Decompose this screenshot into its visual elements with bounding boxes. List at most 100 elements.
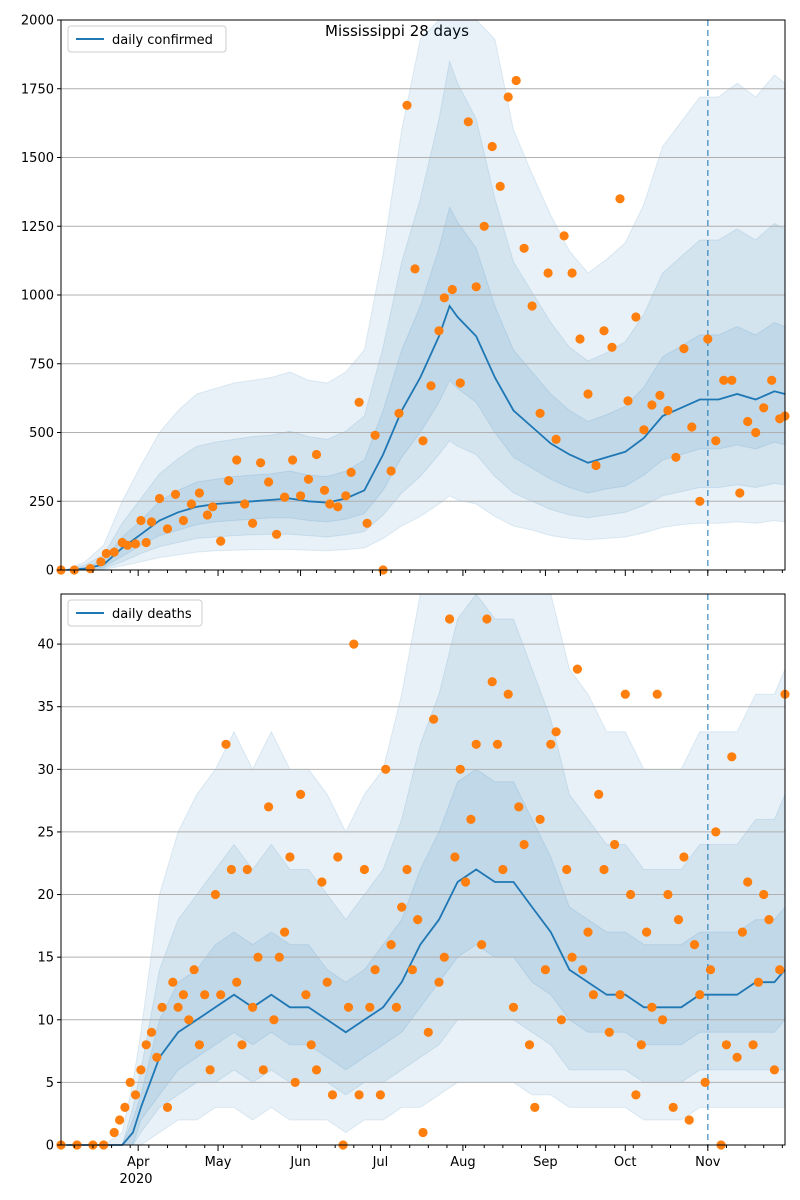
- deaths-data-point: [594, 789, 604, 800]
- confirmed-data-point: [695, 496, 705, 506]
- confirmed-data-point: [535, 408, 545, 418]
- deaths-data-point: [274, 952, 284, 962]
- confirmed-data-point: [141, 537, 151, 548]
- deaths-points: [56, 614, 790, 1150]
- deaths-data-point: [514, 802, 524, 812]
- deaths-data-point: [445, 614, 455, 624]
- confirmed-data-point: [386, 466, 396, 476]
- confirmed-y-tick-label: 2000: [21, 14, 54, 29]
- deaths-bands: [66, 593, 786, 1146]
- deaths-data-point: [386, 940, 396, 950]
- deaths-data-point: [381, 764, 391, 774]
- deaths-data-point: [578, 965, 588, 975]
- deaths-data-point: [418, 1127, 428, 1138]
- confirmed-data-point: [178, 515, 188, 526]
- confirmed-data-point: [311, 449, 322, 460]
- confirmed-points: [56, 75, 790, 575]
- confirmed-data-point: [136, 515, 146, 526]
- deaths-data-point: [413, 915, 423, 925]
- deaths-data-point: [317, 877, 327, 887]
- deaths-data-point: [109, 1127, 119, 1138]
- deaths-data-point: [721, 1040, 732, 1050]
- deaths-data-point: [604, 1027, 614, 1037]
- deaths-x-axis: Apr May Jun Jul Aug Sep Oct Nov: [73, 1145, 783, 1170]
- deaths-data-point: [264, 802, 274, 812]
- confirmed-data-point: [495, 181, 505, 191]
- confirmed-data-point: [248, 518, 258, 528]
- confirmed-data-point: [767, 375, 777, 385]
- confirmed-data-point: [511, 75, 521, 86]
- confirmed-data-point: [455, 378, 465, 388]
- confirmed-data-point: [607, 342, 617, 352]
- deaths-y-tick-label: 5: [46, 1076, 54, 1091]
- confirmed-data-point: [671, 452, 681, 462]
- confirmed-data-point: [647, 400, 657, 410]
- deaths-data-point: [146, 1027, 157, 1037]
- deaths-data-point: [471, 739, 481, 749]
- deaths-data-point: [764, 915, 774, 925]
- deaths-data-point: [540, 965, 551, 975]
- confirmed-data-point: [202, 510, 212, 520]
- deaths-y-tick-label: 0: [46, 1139, 54, 1154]
- deaths-data-point: [423, 1027, 433, 1037]
- confirmed-plot-frame: [60, 19, 786, 571]
- deaths-y-tick-label: 30: [37, 763, 54, 778]
- deaths-data-point: [743, 877, 753, 887]
- deaths-data-point: [253, 952, 263, 962]
- confirmed-data-point: [303, 474, 314, 484]
- deaths-data-point: [610, 839, 620, 850]
- confirmed-data-point: [655, 390, 665, 400]
- confirmed-data-point: [703, 334, 713, 344]
- deaths-data-point: [572, 664, 583, 674]
- deaths-data-point: [280, 927, 290, 937]
- confirmed-legend-label: daily confirmed: [112, 33, 213, 48]
- deaths-data-point: [620, 689, 630, 699]
- deaths-data-point: [216, 990, 226, 1000]
- deaths-data-point: [237, 1040, 247, 1050]
- confirmed-data-point: [663, 405, 673, 416]
- confirmed-data-point: [130, 539, 141, 549]
- deaths-data-point: [120, 1102, 130, 1112]
- confirmed-data-point: [719, 375, 729, 385]
- deaths-data-point: [455, 764, 465, 774]
- x-tick-label-nov: Nov: [695, 1155, 721, 1170]
- confirmed-data-point: [325, 499, 335, 509]
- deaths-data-point: [700, 1077, 710, 1087]
- deaths-data-point: [269, 1015, 279, 1025]
- deaths-data-point: [178, 990, 188, 1000]
- deaths-y-tick-label: 35: [37, 700, 54, 715]
- deaths-data-point: [365, 1002, 375, 1012]
- deaths-data-point: [168, 977, 178, 987]
- deaths-data-point: [232, 977, 242, 987]
- deaths-data-point: [258, 1065, 268, 1075]
- confirmed-legend: daily confirmed: [67, 25, 227, 53]
- confirmed-data-point: [354, 397, 364, 407]
- confirmed-y-tick-label: 1250: [21, 220, 54, 235]
- deaths-data-point: [333, 852, 343, 862]
- deaths-data-point: [301, 990, 311, 1000]
- confirmed-data-point: [122, 540, 133, 550]
- deaths-data-point: [492, 739, 503, 749]
- deaths-data-point: [769, 1065, 780, 1075]
- confirmed-data-point: [527, 301, 537, 311]
- deaths-data-point: [359, 864, 369, 875]
- deaths-data-point: [636, 1040, 646, 1050]
- deaths-data-point: [450, 852, 460, 862]
- deaths-data-point: [524, 1040, 535, 1050]
- confirmed-y-tick-label: 500: [29, 426, 54, 441]
- deaths-plot-frame: [60, 593, 786, 1146]
- confirmed-data-point: [280, 492, 290, 502]
- deaths-data-point: [210, 889, 220, 900]
- confirmed-data-point: [186, 499, 196, 509]
- confirmed-data-point: [162, 524, 173, 534]
- deaths-data-point: [194, 1040, 204, 1050]
- deaths-data-point: [311, 1065, 322, 1075]
- confirmed-data-point: [410, 264, 420, 274]
- deaths-data-point: [290, 1077, 300, 1087]
- confirmed-data-point: [346, 467, 356, 477]
- deaths-data-point: [652, 689, 662, 699]
- deaths-data-point: [343, 1002, 354, 1012]
- confirmed-data-point: [402, 100, 412, 110]
- deaths-data-point: [737, 927, 748, 937]
- deaths-data-point: [546, 739, 556, 749]
